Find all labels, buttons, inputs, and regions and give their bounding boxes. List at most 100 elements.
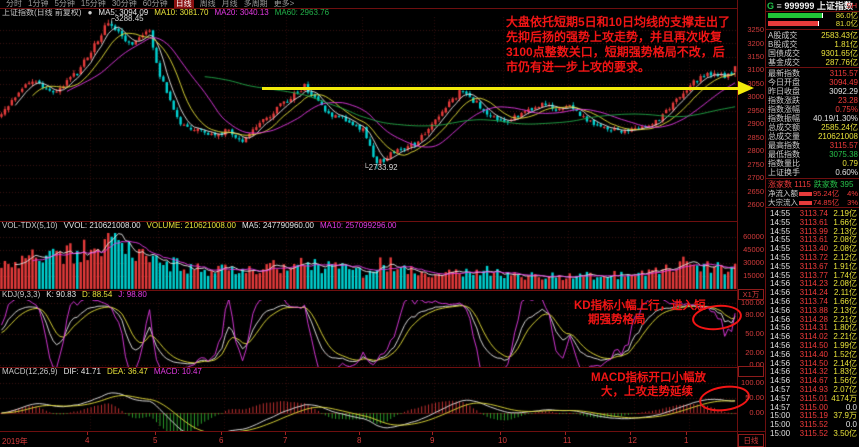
time-label: 2019年 [2,437,28,446]
time-label: 12 [628,436,637,445]
main-chart-header: 上证指数(日线 前复权) ● MA5: 3094.09 MA10: 3081.70 MA… [2,9,335,17]
time-label: 9 [430,436,435,445]
period-tab-4[interactable]: 15分钟 [80,0,106,8]
vol-ma10-value: MA10: 257099296.00 [320,221,397,230]
market-badge: SH [846,1,857,10]
toolbar-divider [0,8,737,9]
tick-row: 14:56 3114.31 1.80亿 [770,323,857,333]
quote-row: 总成交额 2585.24亿 [768,123,858,132]
time-label: 8 [357,436,362,445]
kdj-chart[interactable] [0,300,737,367]
period-tab-5[interactable]: 30分钟 [111,0,137,8]
tick-row: 14:55 3113.74 2.19亿 [770,209,857,218]
tick-row: 14:57 3115.00 0.0 [770,402,857,412]
time-label: 4 [85,436,90,445]
kdj-axis-label: 20.00 [745,347,764,357]
main-vol-divider [0,221,737,222]
time-label: 7 [283,436,288,445]
time-tick-mark [87,432,88,435]
period-tab-9[interactable]: 月线 [221,0,238,8]
index-code: 999999 [784,1,815,11]
price-axis-label: 3200 [747,38,764,48]
period-tab-11[interactable]: 更多> [273,0,295,8]
tick-row: 14:55 3113.61 1.66亿 [770,217,857,227]
volume-unit-box: X1万 [738,289,764,300]
time-tick-mark [285,432,286,435]
macd-indicator-name: MACD(12,26,9) [2,367,58,376]
kdj-axis-label: 0.00 [749,360,764,369]
period-tab-7[interactable]: 日线 [173,0,194,8]
g-indicator: G [767,1,775,11]
macd-value: MACD: 10.47 [153,367,202,376]
tick-row: 14:55 3113.77 1.74亿 [770,270,857,280]
low-price-label: └2733.92 [363,163,398,172]
quote-divider-turnover [766,67,859,68]
price-axis-label: 3250 [747,25,764,34]
period-tab-6[interactable]: 60分钟 [142,0,168,8]
quote-divider-bars [766,29,859,30]
macd-annotation-text: MACD指标开口小幅放 大，上攻走势延续 [591,372,706,398]
tick-row: 14:55 3113.40 2.08亿 [770,244,857,254]
time-tick-mark [432,432,433,435]
period-tab-1[interactable]: 分时 [6,0,22,8]
quote-row: A股成交 2583.43亿 [768,31,858,40]
macd-axis-label: 0.00 [749,408,764,417]
time-label: 6 [219,436,224,445]
time-label: 5 [153,436,158,445]
tick-row: 14:57 3115.01 4174万 [770,393,857,403]
time-tick-mark [500,432,501,435]
period-tab-3[interactable]: 5分钟 [54,0,75,8]
tick-row: 14:57 3114.93 2.07亿 [770,385,857,394]
kdj-header: KDJ(9,3,3) K: 90.83 D: 88.54 J: 98.80 [2,291,153,299]
price-axis-label: 3150 [747,52,764,61]
tick-row: 14:56 3114.50 1.99亿 [770,341,857,350]
macd-axis-label: 100.00 [741,378,764,387]
time-label: 1 [684,436,689,445]
period-tab-10[interactable]: 多周期 [243,0,268,8]
kdj-macd-divider [0,367,737,368]
macd-chart[interactable] [0,377,737,431]
dif-value: DIF: 41.71 [63,367,101,376]
price-axis-label: 3000 [747,92,764,102]
vol-indicator-name: VOL-TDX(5,10) [2,221,58,230]
flow-bar [799,201,812,205]
tick-row: 14:55 3113.67 1.91亿 [770,261,857,271]
quote-divider-header [766,11,859,12]
period-tab-8[interactable]: 周线 [199,0,216,8]
tick-row: 14:56 3114.24 2.11亿 [770,288,857,298]
kdj-indicator-name: KDJ(9,3,3) [2,290,41,299]
time-tick-mark [565,432,566,435]
flow-row: 净流入额 95.24亿 4% [768,189,858,198]
tick-row: 14:56 3114.67 1.56亿 [770,376,857,386]
price-axis-label: 2850 [747,132,764,142]
tick-row: 14:56 3114.32 1.83亿 [770,367,857,377]
time-tick-mark [155,432,156,435]
indicator-dot: ● [87,8,93,17]
period-tab-2[interactable]: 1分钟 [28,0,49,8]
ma5-value: MA5: 3094.09 [98,8,149,17]
quote-row: 今日开盘 3094.49 [768,78,858,87]
price-axis-label: 2750 [747,159,764,169]
tick-row: 14:56 3114.40 1.52亿 [770,349,857,359]
tick-row: 14:56 3113.88 2.13亿 [770,305,857,315]
j-value: J: 98.80 [118,290,147,299]
kd-annotation-text: KD指标小幅上行，进入短 期强势格局 [574,300,706,326]
bracket-icon: ┌ [109,14,115,23]
quote-row: 昨日收盘 3092.29 [768,87,858,96]
tick-row: 14:55 3113.61 2.08亿 [770,235,857,245]
menu-icon[interactable]: ≡ [776,1,782,11]
vvol-value: VVOL: 210621008.00 [63,221,141,230]
quote-row: 指数涨跌 23.28 [768,96,858,105]
price-axis-label: 2700 [747,173,764,182]
breadth-row: 涨家数 1115 跌家数 395 [768,180,854,189]
time-label: 11 [563,436,572,445]
quote-row: 指数量比 0.79 [768,159,858,168]
price-axis-label: 3050 [747,78,764,88]
volume-chart[interactable] [0,231,737,290]
kdj-axis-label: 80.00 [745,310,764,320]
tick-row: 14:56 3114.28 2.21亿 [770,314,857,324]
main-candlestick-chart[interactable] [0,17,737,221]
quote-row: 总成交量 210621008 [768,132,858,141]
quote-row: 最新指数 3115.57 [768,69,858,78]
